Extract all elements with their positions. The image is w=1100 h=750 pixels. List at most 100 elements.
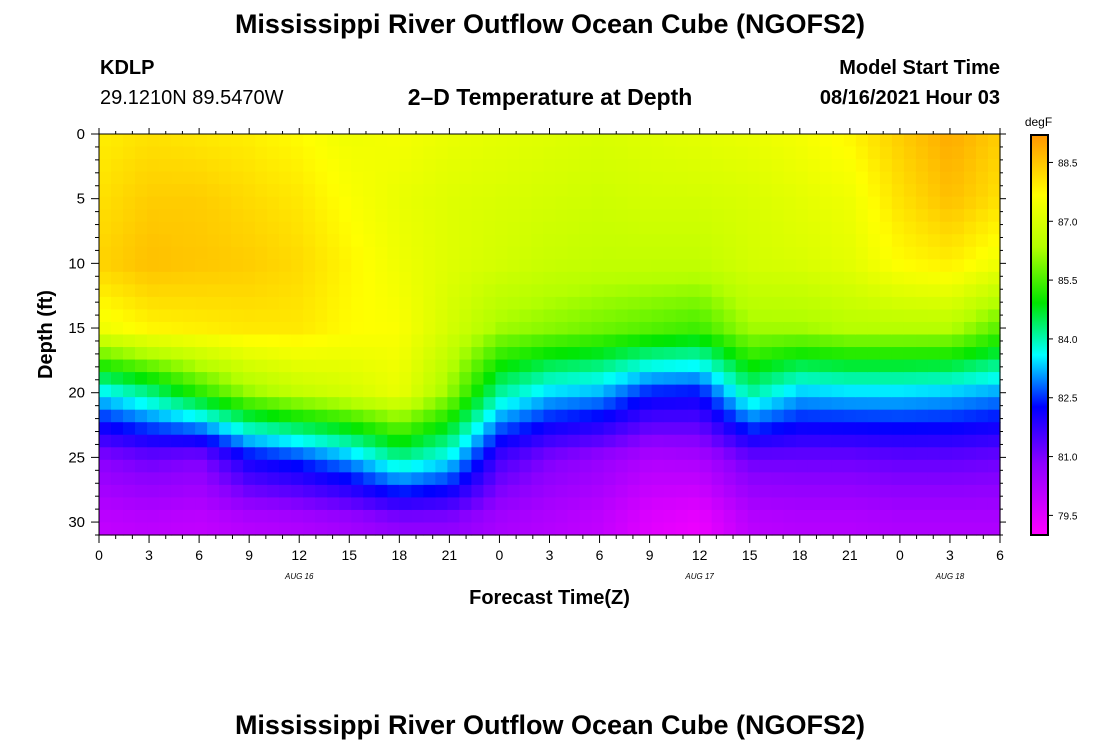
heatmap-cell [651, 384, 665, 398]
heatmap-cell [543, 522, 557, 536]
heatmap-cell [879, 196, 893, 210]
heatmap-cell [603, 459, 617, 473]
heatmap-cell [651, 422, 665, 436]
heatmap-cell [471, 184, 485, 198]
heatmap-cell [939, 309, 953, 323]
heatmap-cell [963, 296, 977, 311]
heatmap-cell [543, 321, 557, 336]
heatmap-cell [927, 184, 941, 198]
heatmap-cell [783, 284, 797, 298]
heatmap-cell [903, 196, 917, 210]
heatmap-cell [183, 259, 196, 273]
heatmap-cell [735, 372, 749, 386]
heatmap-cell [951, 359, 965, 373]
heatmap-cell [807, 347, 821, 361]
heatmap-cell [159, 309, 172, 323]
heatmap-cell [267, 447, 280, 461]
heatmap-cell [627, 196, 641, 210]
heatmap-cell [651, 509, 665, 524]
heatmap-cell [651, 347, 665, 361]
heatmap-cell [771, 434, 785, 448]
heatmap-cell [507, 347, 521, 361]
heatmap-cell [207, 359, 220, 373]
heatmap-cell [723, 221, 737, 235]
heatmap-cell [111, 234, 124, 248]
heatmap-cell [639, 334, 653, 348]
heatmap-cell [183, 384, 196, 398]
heatmap-cell [423, 271, 436, 285]
heatmap-cell [483, 246, 497, 260]
heatmap-cell [315, 134, 328, 148]
heatmap-cell [555, 409, 569, 423]
heatmap-cell [987, 472, 1001, 486]
heatmap-cell [195, 334, 208, 348]
heatmap-cell [951, 196, 965, 210]
heatmap-cell [315, 447, 328, 461]
heatmap-cell [375, 259, 388, 273]
colorbar-ticks: 88.587.085.584.082.581.079.5 [1048, 158, 1078, 522]
heatmap-cell [303, 397, 316, 411]
heatmap-cell [627, 209, 641, 223]
heatmap-cell [387, 234, 400, 248]
heatmap-cell [939, 434, 953, 448]
heatmap-cell [951, 309, 965, 323]
heatmap-cell [879, 271, 893, 285]
heatmap-cell [411, 321, 424, 336]
heatmap-cell [123, 447, 136, 461]
heatmap-cell [447, 484, 460, 499]
heatmap-cell [327, 447, 340, 461]
heatmap-cell [159, 497, 172, 511]
heatmap-cell [471, 234, 485, 248]
heatmap-cell [183, 196, 196, 210]
heatmap-cell [579, 321, 593, 336]
heatmap-cell [591, 409, 605, 423]
heatmap-cell [639, 246, 653, 260]
heatmap-cell [855, 484, 869, 499]
heatmap-cell [795, 459, 809, 473]
heatmap-cell [519, 359, 533, 373]
heatmap-cell [459, 146, 473, 160]
heatmap-cell [471, 384, 485, 398]
heatmap-cell [135, 296, 148, 311]
heatmap-cell [543, 221, 557, 235]
heatmap-cell [723, 284, 737, 298]
heatmap-cell [231, 484, 244, 499]
heatmap-cell [699, 509, 713, 524]
heatmap-cell [651, 209, 665, 223]
heatmap-cell [387, 146, 400, 160]
heatmap-cell [807, 359, 821, 373]
heatmap-cell [531, 196, 545, 210]
y-tick-label: 30 [68, 514, 85, 531]
heatmap-cell [975, 372, 989, 386]
heatmap-cell [843, 271, 857, 285]
heatmap-cell [819, 472, 833, 486]
heatmap-cell [243, 309, 256, 323]
heatmap-cell [399, 397, 412, 411]
heatmap-cell [627, 397, 641, 411]
heatmap-cell [663, 246, 677, 260]
heatmap-cell [147, 209, 160, 223]
heatmap-cell [879, 321, 893, 336]
heatmap-cell [963, 447, 977, 461]
heatmap-cell [891, 484, 905, 499]
heatmap-cell [411, 522, 424, 536]
heatmap-cell [147, 522, 160, 536]
heatmap-cell [471, 171, 485, 185]
heatmap-cell [543, 209, 557, 223]
heatmap-cell [159, 509, 172, 524]
heatmap-cell [399, 359, 412, 373]
heatmap-cell [171, 196, 184, 210]
heatmap-cell [123, 171, 136, 185]
heatmap-cell [759, 259, 773, 273]
heatmap-cell [891, 159, 905, 173]
heatmap-cell [375, 522, 388, 536]
heatmap-cell [339, 409, 352, 423]
heatmap-cell [567, 347, 581, 361]
heatmap-cell [411, 296, 424, 311]
heatmap-cell [771, 209, 785, 223]
heatmap-cell [855, 259, 869, 273]
heatmap-cell [567, 246, 581, 260]
heatmap-cell [651, 472, 665, 486]
heatmap-cell [387, 422, 400, 436]
heatmap-cell [123, 134, 136, 148]
